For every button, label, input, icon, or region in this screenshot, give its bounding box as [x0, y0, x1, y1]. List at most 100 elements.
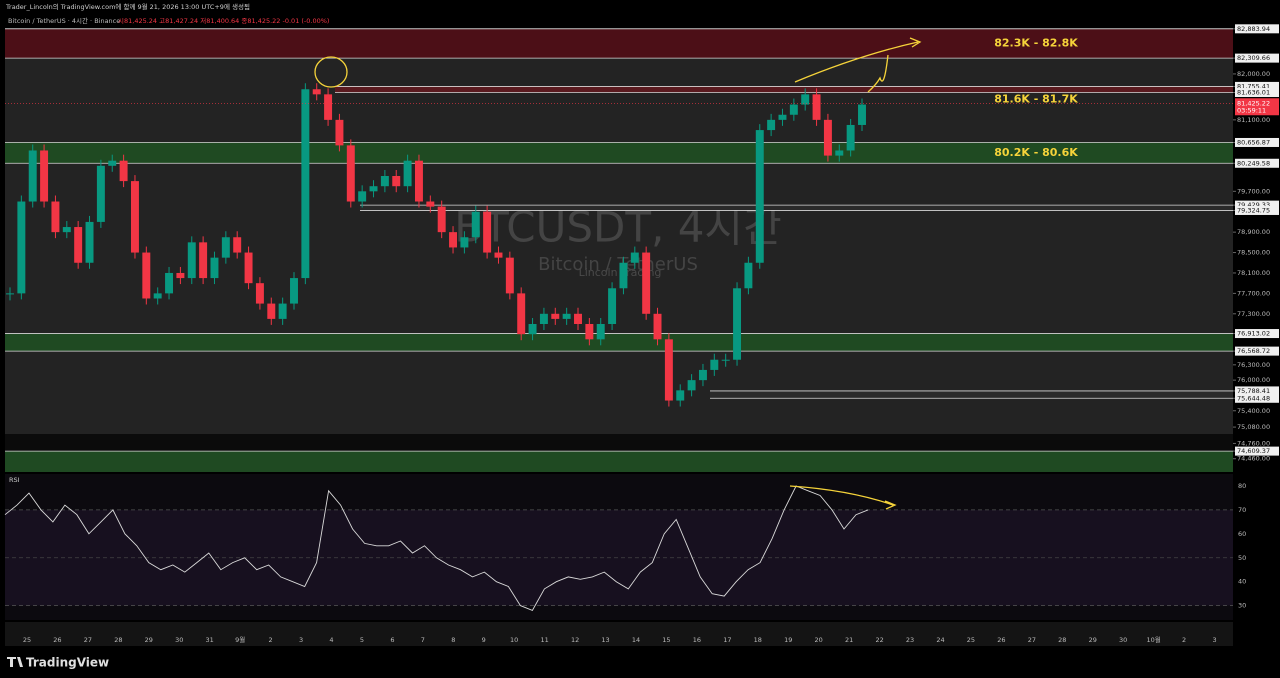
candle — [6, 293, 14, 295]
candle — [858, 104, 866, 125]
zone — [5, 28, 1233, 59]
y-tick-box — [1235, 53, 1279, 63]
y-tick-box — [1235, 446, 1279, 456]
x-tick-label: 25 — [967, 636, 975, 644]
candle — [778, 114, 787, 120]
x-tick-label: 9월 — [235, 635, 245, 644]
candle — [619, 262, 628, 289]
candle — [585, 324, 594, 340]
x-tick-label: 9 — [482, 636, 486, 644]
candle — [324, 94, 333, 120]
candle — [233, 237, 242, 253]
y-tick-box — [1235, 205, 1279, 215]
x-tick-label: 12 — [571, 636, 579, 644]
y-tick-box — [1235, 329, 1279, 339]
annotation-arrow — [794, 37, 922, 83]
candle — [630, 252, 639, 263]
x-tick-label: 18 — [754, 636, 762, 644]
x-tick-label: 10 — [510, 636, 518, 644]
annotations — [314, 37, 922, 510]
y-tick-label: 78,900.00 — [1237, 228, 1270, 236]
candle — [562, 313, 571, 319]
countdown: 03:59:11 — [1237, 106, 1266, 114]
x-tick-label: 19 — [784, 636, 792, 644]
annotation-rsi-arrow — [789, 485, 897, 510]
zone — [710, 390, 1233, 399]
x-tick-label: 11 — [541, 636, 549, 644]
last-price-box — [1235, 98, 1279, 116]
candle — [846, 124, 855, 151]
zone — [5, 333, 1233, 352]
y-tick-box — [1235, 81, 1279, 91]
price-pane — [5, 28, 1233, 434]
x-tick-label: 26 — [53, 636, 61, 644]
zone — [335, 86, 1233, 93]
candle — [267, 303, 276, 319]
x-tick-label: 29 — [145, 636, 153, 644]
zone-label: 81.6K - 81.7K — [994, 92, 1078, 105]
zone — [5, 142, 1233, 164]
watermark-subtitle: Bitcoin / TetherUS — [538, 254, 698, 275]
x-tick-label: 28 — [1058, 636, 1066, 644]
x-tick-label: 5 — [360, 636, 364, 644]
y-tick-label: 76,568.72 — [1237, 347, 1270, 355]
candle — [290, 278, 298, 304]
candle — [403, 160, 412, 187]
candle — [528, 324, 537, 335]
candle — [710, 359, 719, 370]
candle — [676, 390, 685, 401]
candle — [733, 288, 742, 360]
candle — [199, 242, 208, 279]
candle — [187, 242, 196, 279]
last-price-label: 81,425.22 — [1237, 99, 1270, 107]
time-axis — [5, 622, 1233, 646]
y-tick-label: 78,500.00 — [1237, 249, 1270, 257]
rsi-tick-label: 80 — [1238, 482, 1246, 490]
y-tick-box — [1235, 88, 1279, 98]
candle — [744, 262, 753, 289]
y-tick-label: 82,309.66 — [1237, 54, 1270, 62]
y-tick-box — [1235, 137, 1279, 147]
candle — [96, 165, 105, 222]
x-tick-label: 13 — [601, 636, 609, 644]
candle — [517, 293, 526, 335]
x-tick-label: 3 — [1212, 636, 1216, 644]
candle — [210, 257, 219, 279]
x-tick-label: 2 — [1182, 636, 1186, 644]
x-tick-label: 3 — [299, 636, 303, 644]
y-tick-label: 74,609.37 — [1237, 447, 1270, 455]
candle — [755, 130, 764, 263]
annotation-ellipse — [314, 56, 348, 88]
candle — [664, 339, 673, 401]
x-tick-label: 28 — [114, 636, 122, 644]
x-tick-label: 25 — [23, 636, 31, 644]
candle — [460, 237, 469, 248]
candle — [255, 283, 264, 304]
y-tick-label: 80,249.58 — [1237, 159, 1270, 167]
candle — [40, 150, 49, 202]
y-tick-label: 75,644.48 — [1237, 394, 1270, 402]
candle — [17, 201, 26, 294]
y-tick-box — [1235, 346, 1279, 356]
candle — [51, 201, 60, 233]
candle — [130, 181, 139, 253]
candle — [426, 201, 435, 207]
candle — [62, 227, 71, 233]
rsi-tick-label: 50 — [1238, 554, 1246, 562]
candle — [119, 160, 128, 182]
x-tick-label: 29 — [1089, 636, 1097, 644]
candle — [687, 380, 696, 391]
x-tick-label: 21 — [845, 636, 853, 644]
candle — [244, 252, 253, 284]
brand: TradingView — [26, 656, 109, 670]
candle — [789, 104, 798, 115]
y-tick-label: 77,300.00 — [1237, 310, 1270, 318]
candle — [574, 313, 582, 324]
zone — [360, 205, 1233, 211]
candle — [653, 313, 662, 340]
x-tick-label: 27 — [84, 636, 92, 644]
candle — [301, 89, 310, 279]
candle — [608, 288, 617, 324]
x-tick-label: 30 — [1119, 636, 1127, 644]
